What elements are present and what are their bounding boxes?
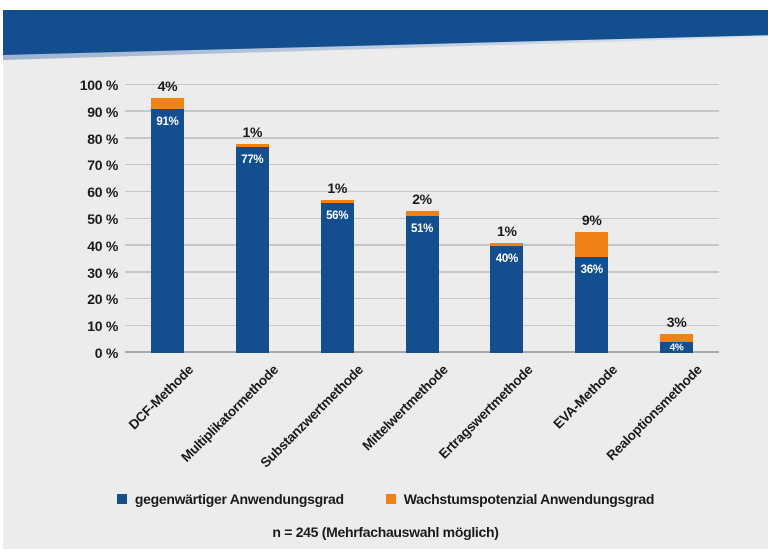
bar-stack: 36%: [575, 232, 609, 353]
bar-segment-growth: [575, 232, 609, 257]
bar-segment-growth: [235, 143, 269, 147]
category-label: DCF-Methode: [125, 362, 197, 433]
bar-stack: 40%: [490, 243, 524, 353]
bar-series: 4% 91% 1% 77% 1% 56% 2% 51% 1% 40% 9% 36% 3% 4%: [125, 78, 719, 353]
gridline: [125, 163, 719, 166]
bar-value-label-current: 56%: [326, 209, 349, 222]
category-slot: DCF-Methode: [125, 357, 210, 485]
x-axis-category-labels: DCF-Methode Multiplikatormethode Substanzw…: [125, 357, 719, 485]
bar-segment-current: 91%: [150, 109, 184, 353]
gridline: [125, 137, 719, 139]
bar-value-label-growth: 1%: [327, 180, 347, 197]
bar-value-label-current: 40%: [495, 252, 518, 265]
bar-value-label-current: 91%: [156, 116, 179, 129]
bar-value-label-current: 77%: [241, 153, 264, 166]
bar-slot: 1% 40%: [464, 85, 549, 353]
category-slot: Multiplikatormethode: [178, 357, 295, 485]
legend-item-current: gegenwärtiger Anwendungsgrad: [116, 491, 344, 507]
legend-item-growth: Wachstumspotenzial Anwendungsgrad: [385, 491, 655, 507]
bar-segment-current: 51%: [405, 216, 439, 353]
y-axis-tick-label: 80 %: [87, 130, 118, 147]
bar-segment-growth: [490, 243, 524, 246]
bar-value-label-current: 4%: [669, 342, 684, 354]
bar-segment-growth: [320, 200, 354, 203]
bar-slot: 4% 91%: [125, 78, 210, 353]
bar-segment-current: 36%: [575, 256, 609, 353]
legend-label-current: gegenwärtiger Anwendungsgrad: [134, 491, 344, 507]
gridline: [125, 190, 719, 193]
bar-slot: 3% 4%: [634, 85, 719, 353]
bar-stack: 91%: [150, 98, 184, 353]
bar-value-label-growth: 1%: [497, 223, 517, 240]
y-axis-tick-label: 50 %: [87, 211, 118, 227]
bar-stack: 4%: [660, 334, 694, 353]
y-axis-tick-label: 20 %: [87, 291, 118, 308]
plot-area: 4% 91% 1% 77% 1% 56% 2% 51% 1% 40% 9% 36% 3% 4%: [125, 78, 719, 353]
category-label: EVA-Methode: [550, 362, 621, 432]
bar-value-label-current: 51%: [410, 223, 434, 236]
y-axis: 0 % 10 % 20 % 30 % 40 % 50 % 60 % 70 % 80 % 90 % 1…: [28, 77, 119, 361]
chart-footnote: n = 245 (Mehrfachauswahl möglich): [272, 524, 499, 540]
bar-slot: 2% 51%: [380, 85, 465, 353]
bar-segment-growth: [150, 98, 184, 110]
y-axis-tick-label: 40 %: [87, 237, 118, 254]
bar-stack: 77%: [235, 143, 269, 353]
bar-slot: 1% 77%: [210, 85, 295, 353]
legend-label-growth: Wachstumspotenzial Anwendungsgrad: [403, 491, 655, 507]
legend-swatch-blue: [116, 494, 127, 504]
bar-value-label-current: 36%: [580, 263, 603, 276]
bar-segment-current: 56%: [320, 202, 354, 353]
y-axis-tick-label: 90 %: [87, 103, 118, 120]
y-axis-tick-label: 30 %: [87, 264, 118, 281]
bar-slot: 1% 56%: [295, 85, 380, 353]
y-axis-tick-label: 60 %: [87, 184, 118, 201]
bar-value-label-growth: 9%: [581, 212, 602, 229]
bar-value-label-growth: 1%: [242, 123, 263, 140]
bar-segment-current: 77%: [235, 146, 269, 353]
bar-stack: 51%: [405, 210, 439, 353]
category-slot: Substanzwertmethode: [257, 357, 380, 485]
y-axis-tick-label: 70 %: [87, 157, 118, 174]
y-axis-tick-label: 10 %: [87, 318, 118, 335]
bar-value-label-growth: 3%: [666, 314, 687, 331]
category-slot: Mittelwertmethode: [359, 357, 465, 485]
bar-segment-current: 4%: [660, 342, 694, 353]
y-axis-tick-label: 100 %: [79, 77, 119, 93]
bar-segment-growth: [405, 210, 439, 217]
chart-panel: [3, 10, 768, 549]
bar-value-label-growth: 4%: [157, 78, 178, 95]
bar-segment-current: 40%: [490, 245, 524, 353]
bar-slot: 9% 36%: [549, 85, 634, 353]
category-slot: Ertragswertmethode: [436, 357, 549, 485]
gridline: [125, 83, 719, 85]
bar-value-label-growth: 2%: [412, 190, 432, 207]
category-slot: Realoptionsmethode: [604, 357, 719, 485]
bar-segment-growth: [660, 334, 694, 343]
gridline: [125, 110, 719, 112]
legend: gegenwärtiger Anwendungsgrad Wachstumspo…: [3, 491, 768, 507]
category-slot: EVA-Methode: [549, 357, 634, 485]
legend-swatch-orange: [385, 494, 396, 504]
y-axis-tick-label: 0 %: [94, 345, 119, 361]
bar-stack: 56%: [320, 200, 354, 353]
